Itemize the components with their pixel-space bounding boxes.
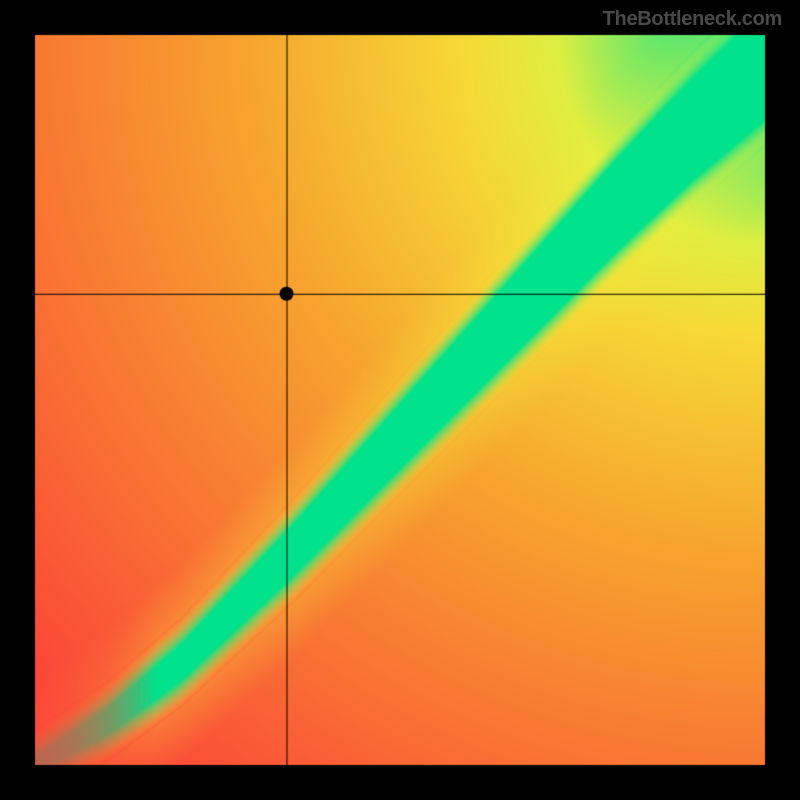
bottleneck-heatmap-canvas — [0, 0, 800, 800]
bottleneck-heatmap-container: TheBottleneck.com — [0, 0, 800, 800]
